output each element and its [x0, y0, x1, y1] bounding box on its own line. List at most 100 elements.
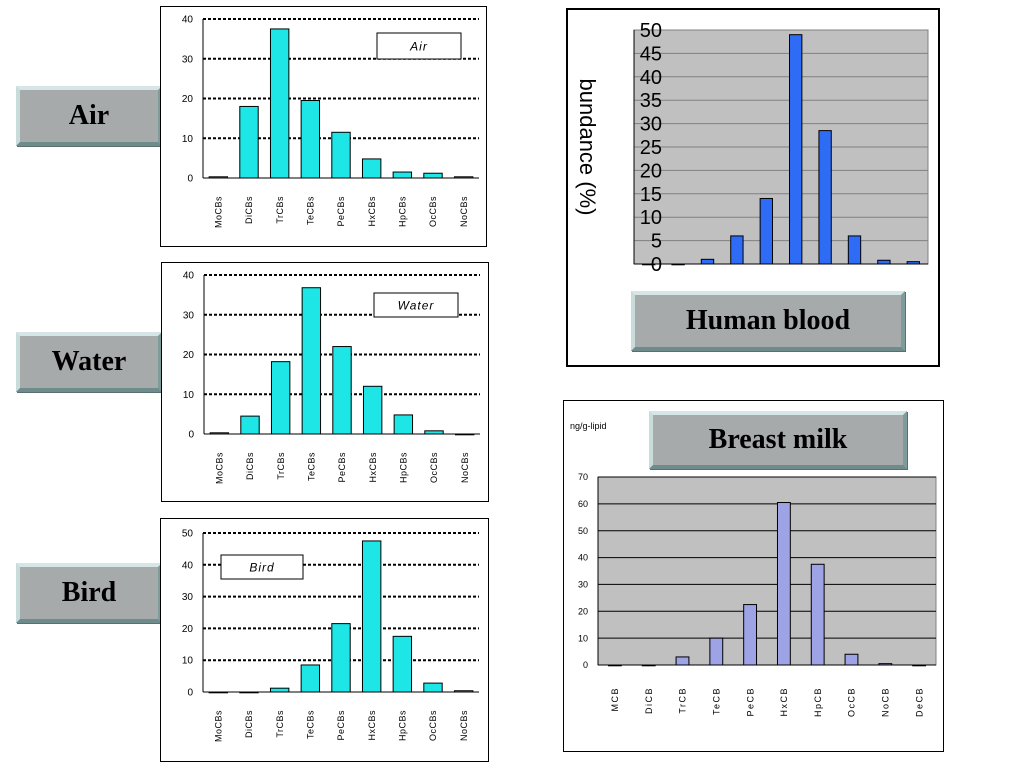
y-tick-label: 50 — [578, 526, 588, 536]
bar-OcCB — [844, 653, 859, 666]
x-tick-label: DeCB — [914, 687, 924, 717]
y-tick-label: 40 — [578, 553, 588, 563]
x-tick-label: DiCB — [644, 687, 654, 714]
y-tick-label: 30 — [640, 114, 662, 136]
y-tick-label: 0 — [188, 430, 194, 441]
y-tick-label: 20 — [182, 624, 194, 635]
y-tick-label: 10 — [183, 390, 195, 401]
bar-PeCBs — [332, 346, 352, 435]
bar-MoCBs — [208, 691, 229, 694]
label-water: Water — [16, 332, 162, 392]
y-tick-label: 25 — [640, 137, 662, 159]
x-tick-label: PeCBs — [337, 452, 347, 483]
x-tick-label: TeCBs — [306, 452, 316, 481]
bar-NoCBs — [453, 690, 474, 693]
x-tick-label: DiCBs — [245, 452, 255, 480]
y-tick-label: 0 — [583, 660, 588, 670]
y-tick-label: 30 — [183, 310, 195, 321]
y-tick-label: 40 — [182, 560, 194, 571]
bird-chart-frame: 0 10 20 30 40 50 MoCBs DiCBs TrCBs TeCBs PeCBs HxCB… — [160, 518, 489, 762]
x-tick-label: TrCB — [678, 687, 688, 714]
air-chart: 0 10 20 30 40 MoCBs DiCBs TrCBs TeCBs PeCBs HxCBs H… — [182, 15, 479, 228]
label-air: Air — [16, 86, 162, 146]
x-tick-label: TrCBs — [275, 196, 285, 224]
bar-HxCBs — [361, 540, 382, 693]
label-breast-milk: Breast milk — [649, 411, 907, 469]
x-tick-label: NoCBs — [459, 710, 469, 741]
y-tick-label: 70 — [578, 472, 588, 482]
x-tick-label: NoCBs — [460, 452, 470, 483]
bar-TrCBs — [269, 687, 290, 693]
label-bird: Bird — [16, 563, 162, 623]
bar-item-4 — [759, 197, 773, 265]
bar-HpCBs — [393, 414, 414, 435]
bar-MoCBs — [208, 176, 229, 179]
bar-TrCBs — [270, 361, 291, 435]
x-tick-label: HpCBs — [397, 710, 407, 741]
bar-TeCBs — [300, 664, 321, 693]
bar-item-6 — [818, 130, 832, 265]
x-tick-label: HpCBs — [398, 452, 408, 483]
x-tick-label: MoCBs — [213, 710, 223, 742]
x-tick-label: PeCBs — [336, 710, 346, 741]
legend-text: Water — [398, 299, 435, 313]
legend-text: Air — [409, 40, 428, 54]
y-tick-label: 20 — [578, 606, 588, 616]
x-tick-label: NoCBs — [459, 196, 469, 227]
x-tick-label: HpCBs — [397, 196, 407, 227]
y-tick-label: 0 — [651, 254, 662, 276]
y-tick-label: 10 — [640, 207, 662, 229]
x-tick-label: TeCB — [711, 687, 721, 715]
x-tick-label: HxCBs — [367, 196, 377, 227]
bar-MCB — [607, 664, 622, 667]
bar-item-0 — [642, 263, 656, 266]
y-tick-label: 10 — [578, 633, 588, 643]
bar-MoCBs — [209, 432, 230, 435]
plot-area — [597, 476, 937, 666]
bar-item-7 — [847, 235, 862, 265]
bar-HxCB — [776, 502, 791, 666]
bar-PeCBs — [331, 623, 351, 693]
x-tick-label: OcCBs — [429, 452, 439, 483]
x-tick-label: DiCBs — [244, 710, 254, 738]
y-tick-label: 30 — [182, 54, 194, 65]
y-tick-label: 50 — [182, 529, 194, 540]
y-tick-label: 20 — [640, 160, 662, 182]
bar-PeCB — [743, 604, 758, 666]
y-tick-label: 30 — [578, 580, 588, 590]
y-axis-label: bundance (%) — [575, 79, 600, 216]
x-tick-label: TeCBs — [305, 196, 315, 225]
x-tick-label: PeCBs — [336, 196, 346, 227]
bar-DiCB — [641, 664, 656, 667]
bird-chart: 0 10 20 30 40 50 MoCBs DiCBs TrCBs TeCBs PeCBs HxCB… — [182, 529, 479, 742]
x-tick-label: OcCBs — [428, 710, 438, 741]
bar-DiCBs — [239, 691, 259, 694]
y-tick-label: 30 — [182, 592, 194, 603]
air-chart-frame: 0 10 20 30 40 MoCBs DiCBs TrCBs TeCBs PeCBs HxCBs H… — [160, 6, 487, 247]
bar-HpCBs — [392, 171, 413, 179]
y-tick-label: 60 — [578, 499, 588, 509]
bar-DiCBs — [239, 105, 259, 179]
x-tick-label: OcCB — [847, 687, 857, 717]
bar-DeCB — [912, 664, 927, 667]
y-tick-label: 0 — [187, 688, 193, 699]
y-tick-label: 10 — [182, 656, 194, 667]
legend-box — [220, 554, 304, 580]
y-tick-label: 40 — [182, 15, 194, 26]
x-tick-label: MoCBs — [213, 196, 223, 228]
breast-milk-unit-label: ng/g-lipid — [570, 421, 607, 431]
bar-item-2 — [700, 258, 715, 265]
y-tick-label: 35 — [640, 90, 662, 112]
x-tick-label: OcCBs — [428, 196, 438, 227]
x-tick-label: MCB — [610, 687, 620, 712]
y-tick-label: 40 — [183, 271, 195, 282]
bar-NoCB — [878, 663, 893, 666]
bar-item-1 — [671, 263, 685, 266]
breast-milk-chart: 0 10 20 30 40 50 60 70 MCB DiCB TrCB TeCB PeCB HxCB Hp… — [578, 472, 937, 717]
x-tick-label: TrCBs — [275, 710, 285, 738]
x-tick-label: HxCBs — [368, 452, 378, 483]
label-human-blood: Human blood — [631, 291, 905, 351]
x-tick-label: TeCBs — [305, 710, 315, 739]
y-tick-label: 45 — [640, 43, 662, 65]
